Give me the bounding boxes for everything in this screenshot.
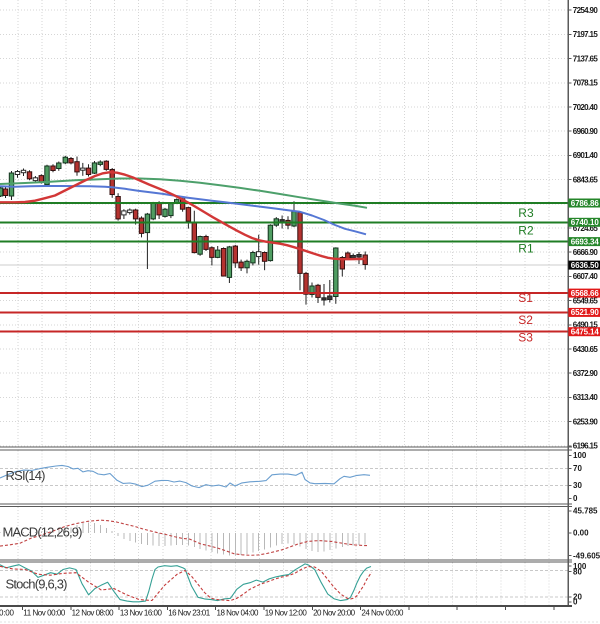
svg-text:7254.90: 7254.90 [573, 6, 599, 15]
svg-text:45.785: 45.785 [573, 507, 598, 516]
svg-text:6724.65: 6724.65 [573, 224, 599, 233]
svg-text:7137.65: 7137.65 [573, 54, 599, 63]
svg-text:100: 100 [573, 451, 587, 460]
svg-text:80: 80 [573, 567, 582, 576]
svg-text:6636.50: 6636.50 [571, 261, 600, 270]
svg-text:S2: S2 [518, 313, 533, 327]
svg-text:6693.34: 6693.34 [571, 237, 600, 246]
svg-text:6372.90: 6372.90 [573, 369, 599, 378]
svg-text:7078.15: 7078.15 [573, 79, 599, 88]
svg-text:16 Nov 23:01: 16 Nov 23:01 [168, 609, 211, 618]
svg-text:6901.40: 6901.40 [573, 151, 599, 160]
svg-text:RSI(14): RSI(14) [6, 468, 46, 483]
svg-text:R2: R2 [518, 223, 534, 237]
svg-text:6475.14: 6475.14 [571, 328, 600, 337]
svg-text:6196.15: 6196.15 [573, 442, 599, 451]
svg-text:6430.65: 6430.65 [573, 345, 599, 354]
svg-text:6960.90: 6960.90 [573, 127, 599, 136]
svg-text:30: 30 [573, 481, 582, 490]
svg-text:R3: R3 [518, 206, 534, 220]
svg-text:20 Nov 20:00: 20 Nov 20:00 [313, 609, 356, 618]
svg-text:-49.605: -49.605 [573, 552, 600, 561]
svg-text:0: 0 [573, 494, 578, 503]
svg-text:S1: S1 [518, 291, 533, 305]
svg-text:13 Nov 16:00: 13 Nov 16:00 [120, 609, 163, 618]
svg-text:6313.40: 6313.40 [573, 393, 599, 402]
svg-text:6843.65: 6843.65 [573, 175, 599, 184]
svg-text:6521.90: 6521.90 [571, 308, 600, 317]
svg-text:6607.40: 6607.40 [573, 272, 599, 281]
svg-text:R1: R1 [518, 241, 534, 255]
svg-text:6253.90: 6253.90 [573, 417, 599, 426]
svg-text:S3: S3 [518, 330, 533, 344]
svg-text:70: 70 [573, 464, 582, 473]
svg-text:100: 100 [573, 562, 587, 571]
svg-text:6490.15: 6490.15 [573, 321, 599, 330]
svg-text:Stoch(9,6,3): Stoch(9,6,3) [6, 577, 68, 592]
svg-text:7020.40: 7020.40 [573, 103, 599, 112]
svg-text:11 Nov 00:00: 11 Nov 00:00 [23, 609, 66, 618]
svg-text:6549.65: 6549.65 [573, 296, 599, 305]
svg-text:6568.66: 6568.66 [571, 289, 600, 298]
svg-text:0.00: 0.00 [573, 529, 589, 538]
svg-text:19 Nov 12:00: 19 Nov 12:00 [265, 609, 308, 618]
svg-text:6666.90: 6666.90 [573, 248, 599, 257]
svg-text:0:00: 0:00 [0, 609, 15, 618]
svg-text:18 Nov 04:00: 18 Nov 04:00 [217, 609, 260, 618]
svg-text:0: 0 [573, 598, 578, 607]
svg-text:6786.86: 6786.86 [571, 199, 600, 208]
svg-text:7197.15: 7197.15 [573, 30, 599, 39]
svg-text:MACD(12,26,9): MACD(12,26,9) [3, 525, 83, 540]
svg-text:24 Nov 00:00: 24 Nov 00:00 [361, 609, 404, 618]
svg-text:6740.10: 6740.10 [571, 218, 600, 227]
svg-text:12 Nov 08:00: 12 Nov 08:00 [72, 609, 115, 618]
svg-text:20: 20 [573, 593, 582, 602]
